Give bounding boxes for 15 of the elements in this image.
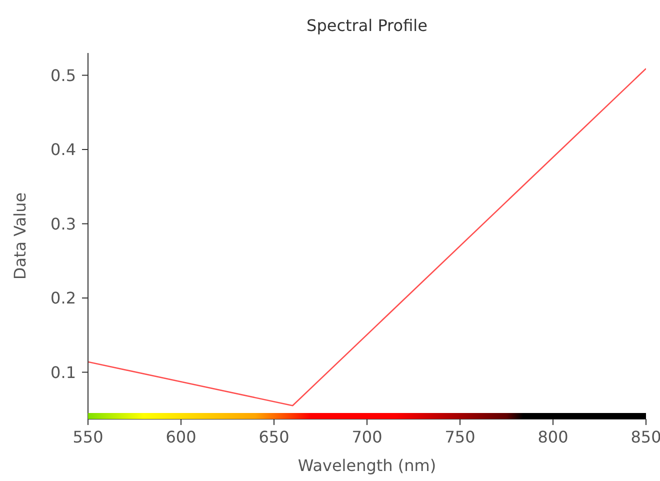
y-tick-label: 0.5 — [50, 66, 76, 85]
y-tick-label: 0.3 — [50, 214, 76, 234]
x-tick-label: 850 — [630, 427, 660, 446]
chart-title: Spectral Profile — [306, 16, 428, 35]
x-tick-label: 700 — [352, 427, 382, 446]
y-tick-label: 0.2 — [50, 288, 76, 308]
x-tick-label: 600 — [166, 427, 196, 446]
x-tick-label: 650 — [258, 427, 290, 446]
y-tick-label: 0.1 — [50, 362, 76, 382]
y-axis-title: Data Value — [10, 192, 30, 280]
x-tick-label: 550 — [72, 427, 104, 446]
x-axis-title: Wavelength (nm) — [298, 456, 436, 475]
y-tick-label: 0.4 — [50, 140, 76, 160]
x-tick-label: 750 — [444, 427, 476, 446]
x-tick-label: 800 — [538, 427, 568, 446]
